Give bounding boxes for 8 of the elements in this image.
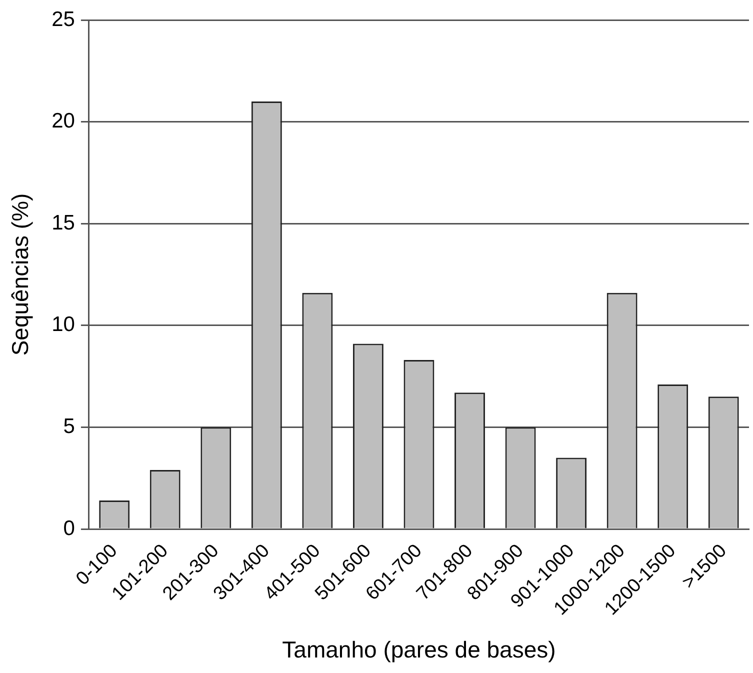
y-tick-label: 10 bbox=[52, 313, 75, 336]
y-tick-label: 0 bbox=[63, 516, 75, 540]
y-tick-label: 5 bbox=[63, 415, 75, 438]
y-tick-label: 20 bbox=[52, 110, 75, 133]
y-tick-label: 25 bbox=[52, 8, 75, 31]
y-tick-label: 15 bbox=[52, 211, 75, 234]
x-axis-title: Tamanho (pares de bases) bbox=[282, 636, 556, 663]
y-axis-title: Sequências (%) bbox=[7, 193, 34, 356]
